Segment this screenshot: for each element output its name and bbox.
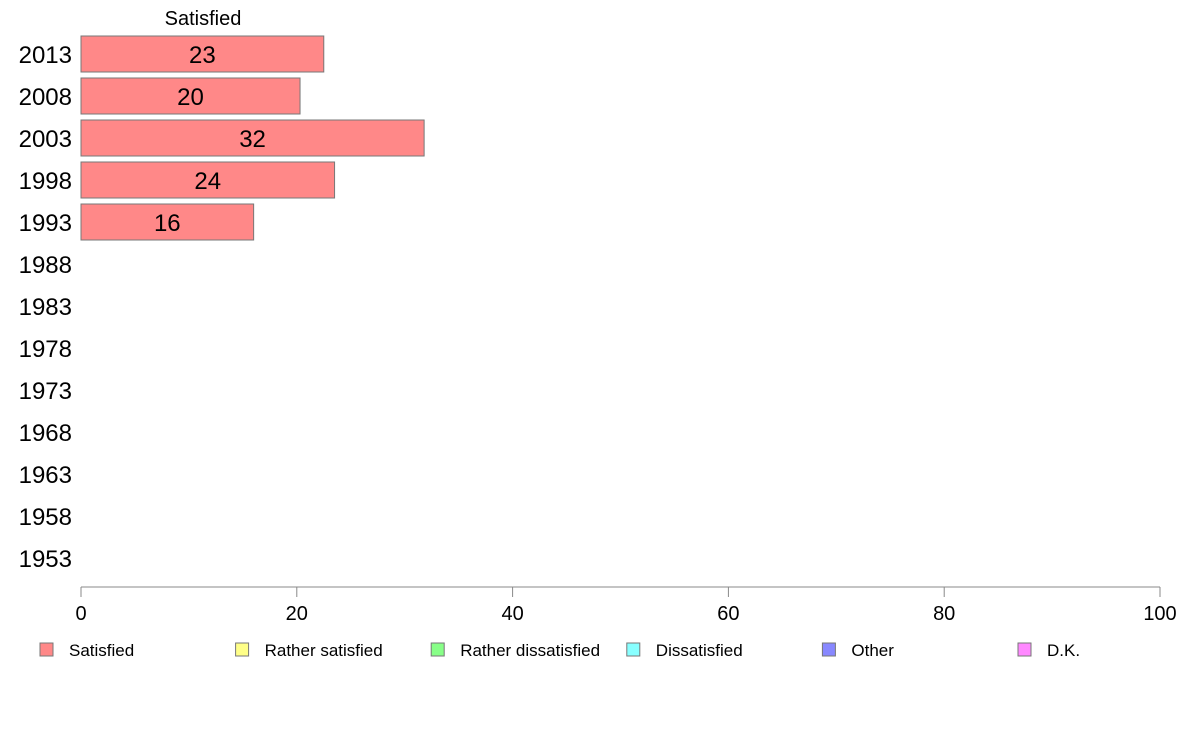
bar: [80, 77, 301, 115]
bar: [80, 161, 336, 199]
legend-label: Satisfied: [69, 641, 134, 660]
legend-label: Rather dissatisfied: [460, 641, 600, 660]
bar-value-label: 20: [177, 84, 204, 111]
legend-label: Other: [851, 641, 894, 660]
legend-swatch: [430, 642, 445, 657]
year-label: 1953: [19, 546, 72, 573]
legend: Satisfied Rather satisfied Rather dissatis…: [39, 641, 1080, 660]
year-label: 1993: [19, 210, 72, 237]
year-label: 1998: [19, 168, 72, 195]
legend-label: Dissatisfied: [656, 641, 743, 660]
year-labels: 2013 2008 2003 1998 1993 1988 1983 1978 1973 1968…: [19, 42, 72, 573]
x-tick-label: 40: [501, 603, 523, 625]
legend-label: D.K.: [1047, 641, 1080, 660]
year-label: 1973: [19, 378, 72, 405]
bar: [80, 119, 425, 157]
year-label: 2003: [19, 126, 72, 153]
bar: [80, 203, 255, 241]
legend-swatch: [39, 642, 54, 657]
x-axis: 0 20 40 60 80 100: [75, 586, 1177, 625]
x-tick-label: 80: [933, 603, 955, 625]
x-tick-label: 100: [1143, 603, 1176, 625]
bar: [80, 35, 325, 73]
year-label: 1968: [19, 420, 72, 447]
legend-label: Rather satisfied: [265, 641, 383, 660]
x-tick-label: 20: [286, 603, 308, 625]
year-label: 2008: [19, 84, 72, 111]
x-tick-label: 60: [717, 603, 739, 625]
year-label: 2013: [19, 42, 72, 69]
year-label: 1958: [19, 504, 72, 531]
year-label: 1983: [19, 294, 72, 321]
legend-swatch: [1017, 642, 1032, 657]
year-label: 1978: [19, 336, 72, 363]
series-header: Satisfied: [165, 8, 242, 30]
bar-value-label: 23: [189, 42, 216, 69]
legend-swatch: [626, 642, 641, 657]
bar-value-label: 16: [154, 210, 181, 237]
bar-value-label: 32: [239, 126, 266, 153]
year-label: 1988: [19, 252, 72, 279]
bars-layer: 23 20 32 24 16: [80, 35, 425, 241]
year-label: 1963: [19, 462, 72, 489]
legend-swatch: [821, 642, 836, 657]
bar-value-label: 24: [194, 168, 221, 195]
x-tick-label: 0: [75, 603, 86, 625]
legend-swatch: [235, 642, 250, 657]
